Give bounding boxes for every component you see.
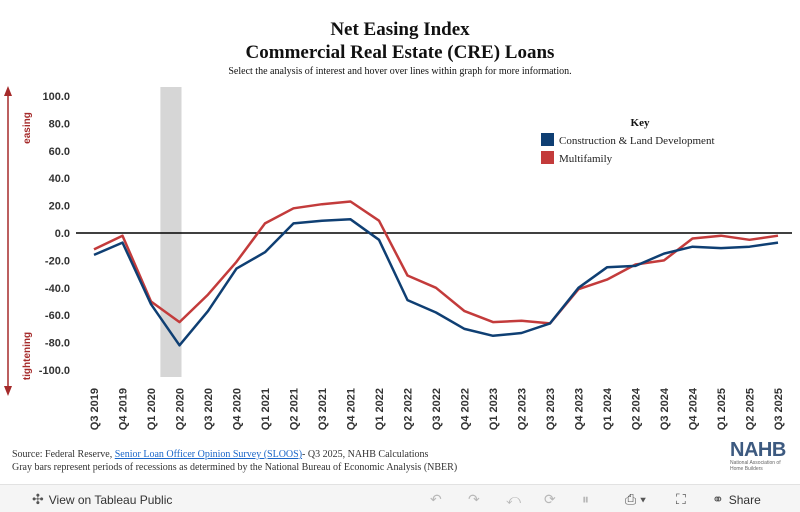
redo-button[interactable]: ↷ bbox=[468, 491, 480, 508]
x-tick-label: Q2 2021 bbox=[289, 388, 301, 430]
sloos-link[interactable]: Senior Loan Officer Opinion Survey (SLOO… bbox=[114, 449, 303, 460]
net-easing-chart[interactable]: 100.0 80.0 60.0 40.0 20.0 0.0 -20.0 -40.0 -60.0 -… bbox=[0, 80, 800, 442]
revert-button[interactable]: ⤺ bbox=[506, 491, 521, 508]
revert-icon: ⤺ bbox=[506, 491, 521, 507]
up-arrow-head bbox=[4, 86, 12, 96]
y-tick-label: -100.0 bbox=[39, 365, 70, 377]
share-button[interactable]: ⚭ Share bbox=[712, 491, 761, 508]
share-icon: ⚭ bbox=[712, 491, 724, 507]
recession-bar bbox=[160, 87, 182, 377]
fullscreen-icon: ⛶ bbox=[676, 491, 686, 507]
tableau-toolbar: ✣ View on Tableau Public ↶ ↷ ⤺ ⟳ ⏸ ⎙ ▾ ⛶… bbox=[0, 484, 800, 512]
y-tick-label: 40.0 bbox=[49, 173, 70, 185]
refresh-button[interactable]: ⟳ bbox=[544, 491, 556, 508]
logo-text: NAHB bbox=[730, 439, 786, 461]
x-tick-label: Q2 2023 bbox=[517, 388, 529, 430]
footer-source: Source: Federal Reserve, Senior Loan Off… bbox=[12, 449, 428, 460]
x-tick-label: Q1 2020 bbox=[146, 388, 158, 430]
x-tick-label: Q1 2025 bbox=[716, 388, 728, 430]
legend-entry: Multifamily bbox=[559, 153, 613, 165]
x-tick-label: Q1 2024 bbox=[602, 387, 614, 430]
y-tick-label: -20.0 bbox=[45, 255, 70, 267]
refresh-icon: ⟳ bbox=[544, 491, 556, 507]
nahb-logo: NAHB National Association of Home Builde… bbox=[730, 440, 792, 474]
x-tick-label: Q3 2021 bbox=[317, 388, 329, 430]
x-tick-label: Q3 2019 bbox=[89, 388, 101, 430]
footer-source-suffix: - Q3 2025, NAHB Calculations bbox=[302, 449, 429, 460]
y-tick-label: 20.0 bbox=[49, 201, 70, 213]
legend-swatch bbox=[541, 133, 554, 146]
redo-icon: ↷ bbox=[468, 491, 480, 507]
legend-entry: Construction & Land Development bbox=[559, 135, 715, 147]
x-tick-label: Q3 2024 bbox=[659, 387, 671, 430]
x-tick-label: Q2 2022 bbox=[403, 388, 415, 430]
x-tick-label: Q2 2025 bbox=[745, 388, 757, 430]
undo-button[interactable]: ↶ bbox=[430, 491, 442, 508]
x-tick-label: Q4 2023 bbox=[574, 388, 586, 430]
share-label: Share bbox=[728, 492, 761, 507]
x-tick-label: Q3 2023 bbox=[545, 388, 557, 430]
down-arrow-head bbox=[4, 386, 12, 396]
x-tick-label: Q3 2025 bbox=[773, 388, 785, 430]
view-on-tableau-button[interactable]: ✣ View on Tableau Public bbox=[32, 491, 172, 508]
y-tick-label: -80.0 bbox=[45, 338, 70, 350]
x-tick-label: Q4 2020 bbox=[232, 388, 244, 430]
x-tick-label: Q4 2019 bbox=[118, 388, 130, 430]
easing-label: easing bbox=[22, 112, 33, 144]
x-tick-label: Q4 2021 bbox=[346, 388, 358, 430]
y-tick-label: 60.0 bbox=[49, 146, 70, 158]
y-tick-label: 0.0 bbox=[55, 228, 70, 240]
x-tick-label: Q2 2020 bbox=[175, 388, 187, 430]
x-tick-label: Q1 2022 bbox=[374, 388, 386, 430]
x-tick-label: Q2 2024 bbox=[631, 387, 643, 430]
y-tick-label: -40.0 bbox=[45, 283, 70, 295]
legend-title: Key bbox=[631, 117, 650, 129]
chart-subtitle: Select the analysis of interest and hove… bbox=[228, 66, 572, 77]
tableau-icon: ✣ bbox=[32, 491, 44, 507]
y-tick-label: -60.0 bbox=[45, 310, 70, 322]
x-tick-label: Q4 2022 bbox=[460, 388, 472, 430]
x-tick-label: Q3 2020 bbox=[203, 388, 215, 430]
series-line-1 bbox=[93, 200, 779, 325]
chart-title-line1: Net Easing Index bbox=[330, 19, 470, 40]
download-icon: ⎙ ▾ bbox=[625, 491, 646, 507]
tightening-label: tightening bbox=[22, 332, 33, 380]
footer-note: Gray bars represent periods of recession… bbox=[12, 462, 458, 473]
y-tick-label: 100.0 bbox=[42, 91, 70, 103]
x-tick-label: Q4 2024 bbox=[688, 387, 700, 430]
x-tick-label: Q1 2023 bbox=[488, 388, 500, 430]
fullscreen-button[interactable]: ⛶ bbox=[676, 491, 686, 508]
x-tick-label: Q1 2021 bbox=[260, 388, 272, 430]
y-tick-label: 80.0 bbox=[49, 118, 70, 130]
pause-icon: ⏸ bbox=[582, 491, 589, 507]
download-button[interactable]: ⎙ ▾ bbox=[625, 491, 646, 508]
view-on-tableau-label: View on Tableau Public bbox=[48, 492, 173, 507]
chart-title-line2: Commercial Real Estate (CRE) Loans bbox=[245, 42, 555, 63]
x-tick-label: Q3 2022 bbox=[431, 388, 443, 430]
legend-swatch bbox=[541, 151, 554, 164]
series-line-0 bbox=[93, 218, 779, 347]
pause-button[interactable]: ⏸ bbox=[582, 491, 589, 508]
footer-source-prefix: Source: Federal Reserve, bbox=[12, 449, 115, 460]
logo-subtext: National Association of Home Builders bbox=[730, 460, 781, 472]
undo-icon: ↶ bbox=[430, 491, 442, 507]
